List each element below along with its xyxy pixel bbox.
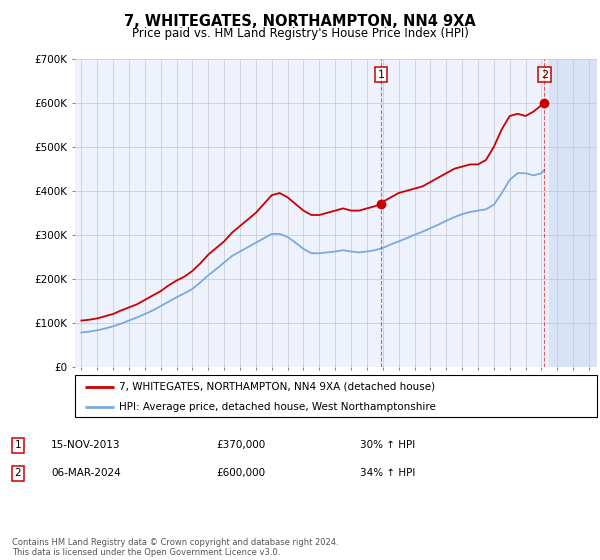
Text: £370,000: £370,000 (216, 440, 265, 450)
Text: £600,000: £600,000 (216, 468, 265, 478)
Text: 7, WHITEGATES, NORTHAMPTON, NN4 9XA: 7, WHITEGATES, NORTHAMPTON, NN4 9XA (124, 14, 476, 29)
Text: 34% ↑ HPI: 34% ↑ HPI (360, 468, 415, 478)
Text: HPI: Average price, detached house, West Northamptonshire: HPI: Average price, detached house, West… (119, 402, 436, 412)
Text: Price paid vs. HM Land Registry's House Price Index (HPI): Price paid vs. HM Land Registry's House … (131, 27, 469, 40)
Text: 2: 2 (14, 468, 22, 478)
Text: 1: 1 (377, 69, 385, 80)
Text: 1: 1 (14, 440, 22, 450)
Text: Contains HM Land Registry data © Crown copyright and database right 2024.
This d: Contains HM Land Registry data © Crown c… (12, 538, 338, 557)
Text: 7, WHITEGATES, NORTHAMPTON, NN4 9XA (detached house): 7, WHITEGATES, NORTHAMPTON, NN4 9XA (det… (119, 382, 436, 392)
Text: 2: 2 (541, 69, 548, 80)
Text: 06-MAR-2024: 06-MAR-2024 (51, 468, 121, 478)
Text: 30% ↑ HPI: 30% ↑ HPI (360, 440, 415, 450)
Bar (550, 59, 597, 367)
Text: 15-NOV-2013: 15-NOV-2013 (51, 440, 121, 450)
